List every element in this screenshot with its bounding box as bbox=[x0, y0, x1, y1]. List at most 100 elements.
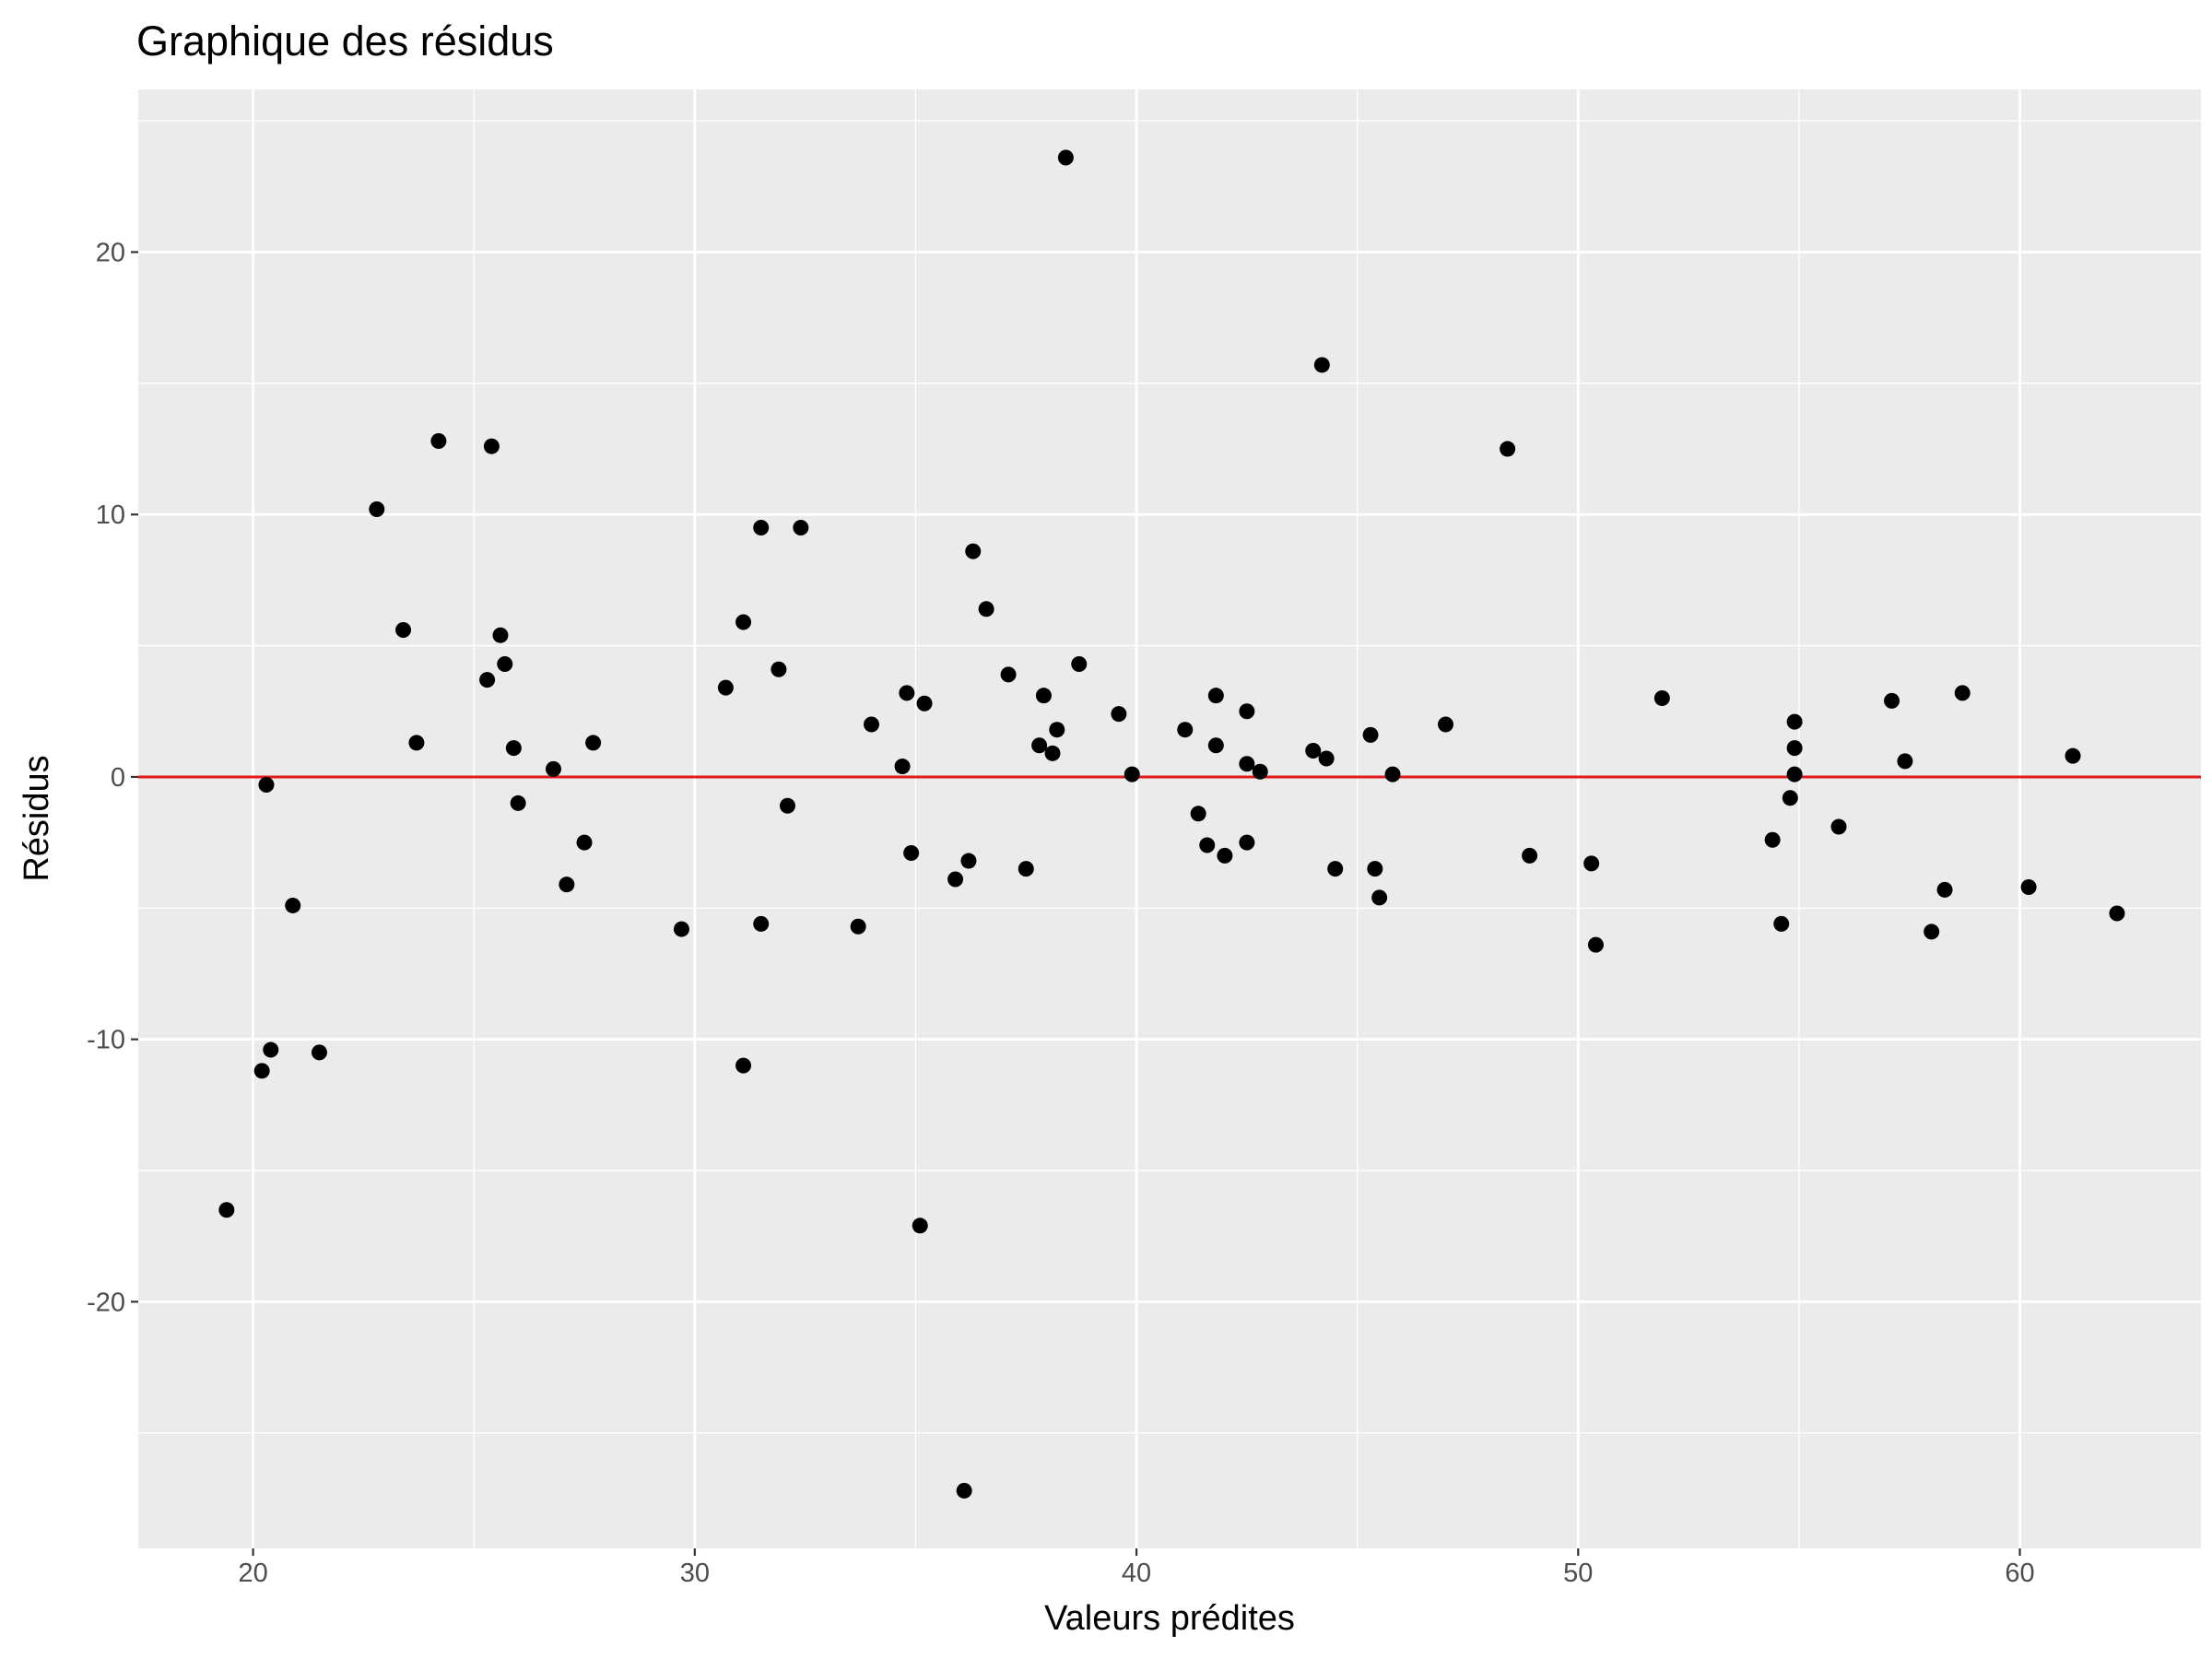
data-point bbox=[430, 433, 447, 450]
data-point bbox=[479, 672, 496, 688]
data-point bbox=[1207, 688, 1224, 704]
data-point bbox=[497, 656, 513, 673]
data-point bbox=[894, 759, 911, 775]
data-point bbox=[1384, 766, 1401, 782]
data-point bbox=[1786, 740, 1803, 757]
x-axis-label: Valeurs prédites bbox=[1044, 1599, 1295, 1638]
data-point bbox=[947, 871, 964, 888]
data-point bbox=[1018, 861, 1034, 877]
data-point bbox=[753, 519, 770, 535]
data-point bbox=[899, 685, 915, 701]
data-point bbox=[1786, 766, 1803, 782]
data-point bbox=[978, 601, 994, 618]
data-points bbox=[218, 149, 2125, 1499]
data-point bbox=[1199, 837, 1216, 853]
data-point bbox=[1936, 881, 1953, 898]
chart-title: Graphique des résidus bbox=[136, 18, 554, 65]
data-point bbox=[1884, 692, 1900, 709]
data-point bbox=[369, 501, 385, 518]
data-point bbox=[510, 794, 526, 811]
data-point bbox=[956, 1482, 972, 1499]
data-point bbox=[864, 716, 880, 733]
data-point bbox=[1049, 722, 1065, 738]
data-point bbox=[285, 897, 301, 913]
data-point bbox=[559, 877, 575, 893]
data-point bbox=[2065, 747, 2081, 764]
data-point bbox=[1177, 722, 1194, 738]
y-tick-label: -10 bbox=[87, 1026, 125, 1055]
data-point bbox=[1773, 915, 1790, 932]
data-point bbox=[1782, 790, 1798, 806]
data-point bbox=[1500, 441, 1516, 457]
data-point bbox=[735, 614, 752, 630]
data-point bbox=[1239, 756, 1255, 772]
data-point bbox=[1362, 726, 1379, 743]
data-point bbox=[2020, 879, 2037, 896]
data-point bbox=[1313, 357, 1330, 373]
data-point bbox=[1522, 847, 1538, 864]
data-point bbox=[1217, 847, 1233, 864]
data-point bbox=[585, 735, 602, 751]
x-axis-ticks: 20 30 40 50 60 bbox=[238, 1548, 2035, 1588]
data-point bbox=[717, 679, 734, 696]
data-point bbox=[916, 695, 933, 712]
data-point bbox=[960, 853, 977, 869]
data-point bbox=[965, 543, 982, 559]
data-point bbox=[1035, 688, 1052, 704]
x-tick-label: 60 bbox=[2005, 1559, 2034, 1588]
y-tick-label: -20 bbox=[87, 1288, 125, 1317]
data-point bbox=[1031, 737, 1048, 754]
data-point bbox=[545, 760, 561, 777]
data-point bbox=[2109, 905, 2125, 922]
y-axis-label: Résidus bbox=[18, 755, 56, 881]
data-point bbox=[492, 627, 509, 643]
data-point bbox=[912, 1218, 928, 1234]
data-point bbox=[1367, 861, 1383, 877]
data-point bbox=[1252, 763, 1268, 780]
x-tick-label: 50 bbox=[1563, 1559, 1593, 1588]
data-point bbox=[771, 661, 787, 677]
data-point bbox=[735, 1057, 752, 1074]
data-point bbox=[793, 519, 809, 535]
data-point bbox=[1124, 766, 1140, 782]
data-point bbox=[253, 1063, 270, 1079]
x-tick-label: 20 bbox=[238, 1559, 267, 1588]
data-point bbox=[218, 1202, 235, 1218]
data-point bbox=[1327, 861, 1344, 877]
x-tick-label: 30 bbox=[680, 1559, 710, 1588]
data-point bbox=[1044, 745, 1061, 761]
data-point bbox=[1587, 936, 1604, 953]
data-point bbox=[1190, 806, 1206, 822]
data-point bbox=[395, 622, 412, 639]
data-point bbox=[1653, 690, 1670, 707]
data-point bbox=[408, 735, 425, 751]
data-point bbox=[1071, 656, 1088, 673]
y-tick-label: 0 bbox=[111, 763, 125, 793]
data-point bbox=[258, 776, 275, 793]
data-point bbox=[753, 915, 770, 932]
data-point bbox=[1371, 889, 1388, 906]
x-tick-label: 40 bbox=[1122, 1559, 1151, 1588]
y-tick-label: 10 bbox=[96, 500, 125, 530]
data-point bbox=[1111, 706, 1127, 723]
data-point bbox=[1764, 831, 1781, 848]
data-point bbox=[1239, 703, 1255, 720]
data-point bbox=[1924, 924, 1940, 940]
data-point bbox=[1830, 818, 1847, 835]
data-point bbox=[1786, 713, 1803, 730]
data-point bbox=[1318, 750, 1335, 767]
data-point bbox=[1057, 149, 1074, 166]
y-tick-label: 20 bbox=[96, 239, 125, 268]
data-point bbox=[483, 438, 500, 454]
data-point bbox=[1305, 742, 1322, 759]
minor-gridlines bbox=[138, 89, 2201, 1548]
data-point bbox=[311, 1044, 327, 1061]
y-axis-ticks: -20 -10 0 10 20 bbox=[87, 239, 138, 1317]
data-point bbox=[1207, 737, 1224, 754]
data-point bbox=[263, 1041, 279, 1058]
data-point bbox=[1239, 834, 1255, 851]
data-point bbox=[1897, 753, 1913, 770]
data-point bbox=[779, 797, 795, 814]
data-point bbox=[1000, 666, 1017, 683]
